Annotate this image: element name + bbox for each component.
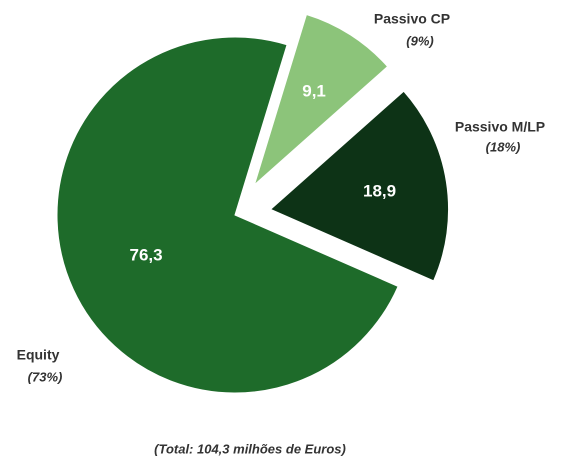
category-label: Passivo CP (374, 11, 450, 27)
category-label: Equity (17, 347, 60, 363)
percent-label: (18%) (486, 139, 521, 154)
percent-label: (73%) (28, 369, 63, 384)
total-note: (Total: 104,3 milhões de Euros) (154, 441, 346, 456)
value-label: 9,1 (302, 81, 326, 100)
value-label: 18,9 (363, 182, 396, 201)
category-label: Passivo M/LP (455, 119, 545, 135)
percent-label: (9%) (406, 33, 433, 48)
value-label: 76,3 (129, 245, 162, 264)
pie-slice (253, 13, 389, 187)
pie-slice (56, 36, 399, 394)
pie-slice (269, 90, 450, 282)
